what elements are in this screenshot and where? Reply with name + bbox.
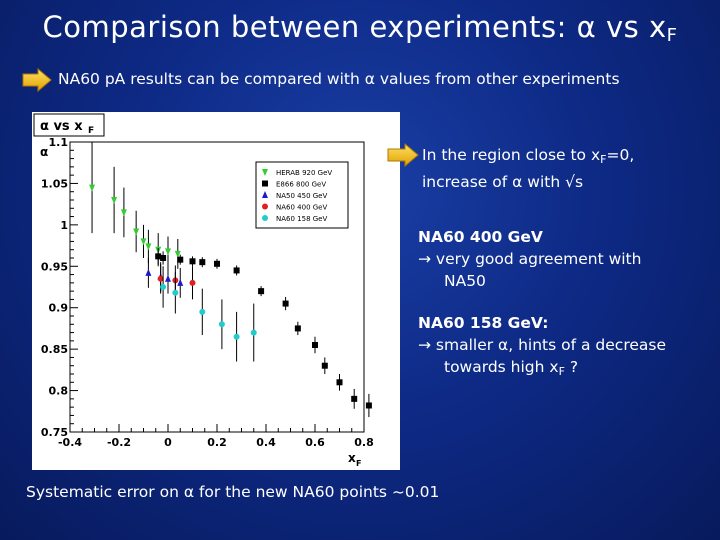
section-na60-158: NA60 158 GeV: → smaller α, hints of a de…	[418, 312, 718, 383]
data-point	[282, 300, 289, 307]
arrow-right-icon	[22, 68, 52, 92]
data-point	[174, 250, 181, 258]
data-point	[199, 308, 206, 315]
legend-label: NA60 158 GeV	[276, 215, 327, 223]
data-point	[177, 256, 184, 263]
data-point	[214, 260, 220, 267]
x-tick-label: 0	[164, 436, 172, 449]
legend-marker	[262, 203, 268, 210]
legend-label: E866 800 GeV	[276, 181, 326, 189]
data-point	[111, 197, 118, 204]
legend-label: NA50 450 GeV	[276, 192, 327, 200]
chart-title-sub: F	[88, 126, 94, 136]
data-point	[145, 268, 152, 276]
legend-marker	[262, 215, 268, 221]
legend-marker	[262, 191, 268, 198]
x-tick-label: 0.6	[305, 436, 325, 449]
data-point	[199, 259, 206, 266]
footer-systematic-error: Systematic error on α for the new NA60 p…	[26, 483, 440, 501]
section-na60-400-title: NA60 400 GeV	[418, 228, 543, 246]
x-tick-label: 0.8	[354, 436, 374, 449]
slide-title: Comparison between experiments: α vs xF	[42, 10, 678, 46]
x-tick-label: -0.2	[107, 436, 131, 449]
y-tick-label: 0.8	[49, 385, 69, 398]
x-tick-label: -0.4	[58, 436, 82, 449]
data-point	[258, 288, 265, 295]
y-tick-label: 1.1	[49, 136, 69, 149]
chart-title: α vs x	[40, 119, 83, 134]
data-point	[165, 248, 171, 256]
data-point	[155, 253, 162, 260]
data-point	[189, 279, 196, 286]
section-na60-400: NA60 400 GeV → very good agreement with …	[418, 226, 718, 292]
y-tick-label: 0.85	[41, 343, 68, 356]
x-tick-label: 0.4	[256, 436, 276, 449]
legend-marker	[262, 169, 268, 176]
arrow-right-icon-2	[387, 143, 419, 167]
data-point	[157, 275, 164, 282]
legend-label: HERAB 920 GeV	[276, 169, 332, 177]
data-point	[233, 267, 240, 274]
subtitle: NA60 pA results can be compared with α v…	[58, 70, 620, 88]
data-point	[177, 278, 184, 286]
section-na60-158-title: NA60 158 GeV:	[418, 314, 549, 332]
chart-title-box	[33, 113, 105, 137]
data-point	[120, 209, 127, 217]
data-point	[89, 184, 96, 192]
data-point	[365, 402, 372, 409]
alpha-vs-xf-chart: α vs x F 0.75 0.8 0.85 0.9 0.95 1 1.05 1.1 -0.4 -0.…	[32, 112, 400, 470]
data-point	[321, 362, 328, 369]
data-point	[250, 329, 257, 336]
legend-box	[255, 161, 349, 229]
data-point	[233, 333, 240, 340]
y-tick-label: 1.05	[41, 177, 68, 190]
data-point	[172, 289, 179, 296]
x-axis-label-sub: F	[356, 459, 361, 468]
y-tick-label: 0.75	[41, 426, 68, 439]
data-point	[140, 238, 147, 246]
legend-label: NA60 400 GeV	[276, 204, 327, 212]
data-point	[133, 228, 140, 236]
x-axis-label: x	[348, 451, 356, 465]
data-point	[336, 379, 343, 386]
y-tick-label: 0.9	[49, 302, 69, 315]
x-tick-label: 0.2	[207, 436, 227, 449]
data-point	[312, 342, 318, 348]
data-point	[160, 284, 167, 290]
data-point	[160, 255, 167, 261]
y-axis-label: α	[40, 145, 48, 159]
data-point	[165, 274, 171, 282]
data-point	[145, 243, 152, 251]
legend-marker	[262, 180, 268, 187]
y-tick-label: 1	[60, 219, 68, 232]
data-point	[294, 325, 301, 332]
y-tick-label: 0.95	[41, 260, 68, 273]
data-point	[189, 258, 196, 265]
chart-svg: α vs x F 0.75 0.8 0.85 0.9 0.95 1 1.05 1.1 -0.4 -0.…	[33, 113, 374, 468]
data-point	[218, 321, 225, 328]
note-xf-region: In the region close to xF=0, increase of…	[422, 146, 635, 191]
data-point	[351, 395, 358, 402]
